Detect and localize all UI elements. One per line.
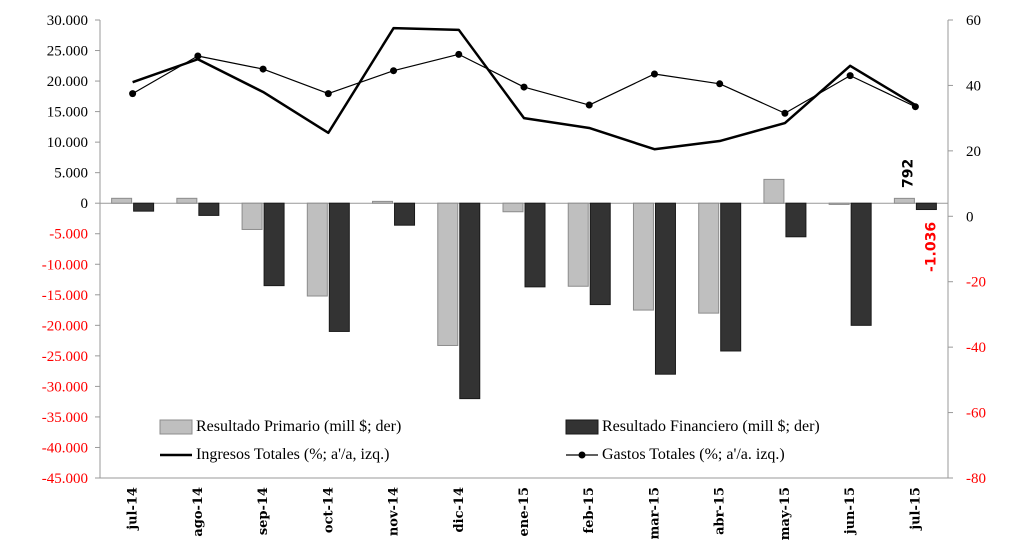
point-gastos-totales [129, 90, 137, 98]
bar-resultado-primario [437, 202, 459, 346]
left-tick-label: 5.000 [54, 166, 88, 182]
bar-resultado-primario [502, 202, 524, 213]
bar-resultado-primario [893, 197, 915, 204]
bar-resultado-financiero [654, 202, 676, 375]
x-tick-label: jun-15 [843, 487, 858, 535]
point-gastos-totales [194, 52, 202, 60]
bar-resultado-financiero [850, 202, 872, 326]
right-tick-label: -40 [966, 340, 986, 356]
point-gastos-totales [585, 101, 593, 109]
legend-item: Resultado Primario (mill $; der) [159, 418, 401, 435]
right-tick-label: -80 [966, 471, 986, 487]
bar-resultado-primario [763, 178, 785, 204]
point-gastos-totales [520, 83, 528, 91]
left-tick-label: 25.000 [47, 44, 88, 60]
point-gastos-totales [650, 70, 658, 78]
x-tick-label: ago-14 [191, 487, 206, 537]
left-tick-label: 10.000 [47, 135, 88, 151]
bar-resultado-primario [176, 197, 198, 204]
bar-resultado-primario [828, 202, 850, 205]
bar-resultado-financiero [524, 202, 546, 288]
legend: Resultado Primario (mill $; der) Resultad… [159, 418, 820, 463]
legend-swatch [565, 419, 599, 435]
left-tick-label: 0 [81, 196, 89, 212]
left-tick-label: 30.000 [47, 13, 88, 29]
legend-label: Resultado Financiero (mill $; der) [602, 418, 820, 435]
left-tick-label: -15.000 [42, 288, 88, 304]
bar-resultado-financiero [133, 202, 155, 212]
x-tick-label: oct-14 [321, 487, 336, 533]
right-tick-label: -60 [966, 406, 986, 422]
left-tick-label: -25.000 [42, 349, 88, 365]
legend-item: Ingresos Totales (%; a'/a, izq.) [160, 446, 389, 463]
legend-item: Gastos Totales (%; a'/a. izq.) [566, 446, 785, 463]
right-tick-label: 20 [966, 144, 981, 160]
bar-resultado-primario [698, 202, 720, 314]
point-gastos-totales [781, 109, 789, 117]
left-tick-label: -20.000 [42, 318, 88, 334]
left-tick-label: 20.000 [47, 74, 88, 90]
legend-label: Gastos Totales (%; a'/a. izq.) [602, 446, 785, 463]
x-tick-label: dic-14 [452, 487, 467, 532]
x-tick-label: jul-14 [126, 487, 141, 531]
point-gastos-totales [390, 67, 398, 75]
bar-resultado-financiero [589, 202, 611, 306]
left-tick-label: -5.000 [49, 227, 88, 243]
bar-resultado-financiero [263, 202, 285, 287]
point-gastos-totales [716, 80, 724, 88]
bar-resultado-financiero [459, 202, 481, 400]
right-tick-label: 40 [966, 78, 981, 94]
lines-layer [129, 26, 919, 151]
bars-layer [111, 178, 937, 400]
x-tick-label: sep-14 [256, 487, 271, 535]
x-tick-label: nov-14 [387, 487, 402, 536]
data-label-financiero-jul-15: -1.036 [923, 222, 939, 272]
bar-resultado-financiero [785, 202, 807, 238]
legend-label: Ingresos Totales (%; a'/a, izq.) [196, 446, 389, 463]
labels-layer: 792 -1.036 [900, 159, 939, 272]
x-tick-label: ene-15 [517, 487, 532, 536]
legend-swatch [159, 419, 193, 435]
bar-resultado-financiero [198, 202, 220, 216]
bar-resultado-primario [567, 202, 589, 287]
axes-layer: 30.000 25.000 20.000 15.000 10.000 5.000 0 -5.0… [42, 13, 986, 540]
data-label-primario-jul-15: 792 [900, 159, 916, 188]
right-tick-label: -20 [966, 275, 986, 291]
bar-resultado-primario [241, 202, 263, 230]
point-gastos-totales [324, 90, 332, 98]
point-gastos-totales [846, 72, 854, 80]
legend-item: Resultado Financiero (mill $; der) [565, 418, 820, 435]
legend-label: Resultado Primario (mill $; der) [196, 418, 401, 435]
right-tick-label: 60 [966, 13, 981, 29]
point-gastos-totales [911, 103, 919, 111]
bar-resultado-financiero [328, 202, 350, 332]
x-tick-label: feb-15 [582, 487, 597, 533]
line-ingresos-totales [132, 26, 917, 151]
left-tick-label: -35.000 [42, 410, 88, 426]
left-tick-label: -45.000 [42, 471, 88, 487]
point-gastos-totales [259, 65, 267, 73]
x-tick-label: may-15 [778, 487, 793, 540]
x-tick-label: jul-15 [908, 487, 923, 531]
bar-resultado-financiero [720, 202, 742, 352]
left-tick-label: -40.000 [42, 440, 88, 456]
left-tick-label: -10.000 [42, 257, 88, 273]
point-gastos-totales [455, 50, 463, 58]
x-tick-label: abr-15 [713, 487, 728, 535]
left-tick-label: 15.000 [47, 105, 88, 121]
right-tick-label: 0 [966, 209, 974, 225]
bar-resultado-primario [111, 197, 133, 204]
legend-marker [578, 451, 586, 459]
x-tick-label: mar-15 [647, 487, 662, 540]
bar-resultado-primario [632, 202, 654, 311]
left-tick-label: -30.000 [42, 379, 88, 395]
bar-resultado-primario [372, 200, 394, 204]
bar-resultado-financiero [394, 202, 416, 226]
bar-resultado-financiero [915, 202, 937, 211]
bar-resultado-primario [306, 202, 328, 297]
